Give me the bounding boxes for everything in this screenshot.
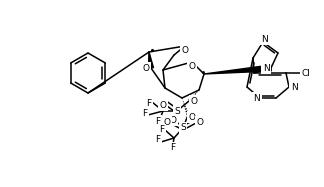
Text: N: N [291,82,297,91]
Text: S: S [174,107,180,116]
Text: N: N [263,64,269,73]
Text: O: O [181,45,189,54]
Text: O: O [189,62,195,70]
Text: F: F [156,117,161,125]
Text: O: O [143,64,149,73]
Text: F: F [159,125,165,134]
Text: F: F [146,99,152,108]
Polygon shape [148,52,154,68]
Text: F: F [156,136,161,145]
Polygon shape [204,65,271,74]
Text: O: O [196,117,203,126]
Text: F: F [143,108,147,117]
Text: O: O [169,116,177,125]
Text: N: N [261,34,268,44]
Text: O: O [164,117,170,126]
Text: O: O [189,113,195,122]
Text: O: O [191,96,198,105]
Text: S: S [180,123,186,133]
Text: Cl: Cl [302,68,310,77]
Text: F: F [170,143,176,153]
Text: O: O [159,100,167,110]
Text: N: N [254,94,260,102]
